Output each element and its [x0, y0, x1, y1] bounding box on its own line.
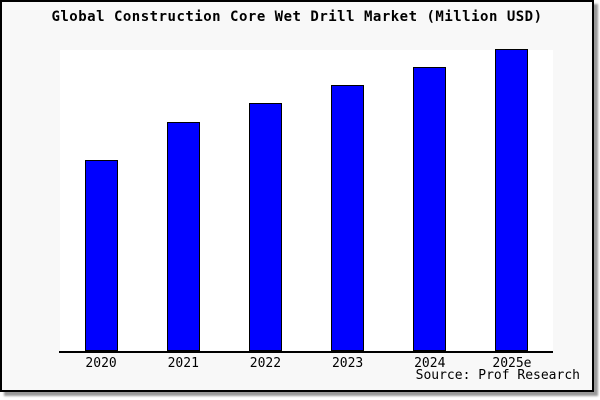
bar-slot: [224, 50, 306, 351]
bar-slot: [142, 50, 224, 351]
x-tick-label-2025e: 2025e: [492, 356, 532, 371]
x-tick-label-2023: 2023: [331, 356, 364, 371]
bar-2021: [166, 122, 200, 351]
bar-2024: [413, 67, 447, 351]
chart-title: Global Construction Core Wet Drill Marke…: [51, 9, 543, 25]
bar-2025e: [495, 49, 529, 351]
x-axis-line: [59, 351, 553, 353]
x-axis-labels: 2020 2021 2022 2023 2024 2025e: [60, 356, 553, 371]
chart-frame: Global Construction Core Wet Drill Marke…: [0, 0, 594, 392]
bars-container: [60, 49, 553, 351]
x-tick-label-2024: 2024: [414, 356, 446, 371]
x-tick-label-2020: 2020: [85, 356, 117, 371]
x-tick-label-2022: 2022: [249, 356, 282, 371]
plot-area: [60, 49, 553, 351]
bar-2022: [248, 103, 282, 351]
bar-slot: [389, 50, 471, 351]
x-tick-label-2021: 2021: [167, 356, 199, 371]
bar-slot: [307, 50, 389, 351]
bar-2023: [331, 85, 365, 351]
source-note: Source: Prof Research: [415, 368, 580, 383]
bar-slot: [471, 49, 553, 351]
bar-2020: [84, 160, 118, 351]
bar-slot: [60, 50, 142, 351]
